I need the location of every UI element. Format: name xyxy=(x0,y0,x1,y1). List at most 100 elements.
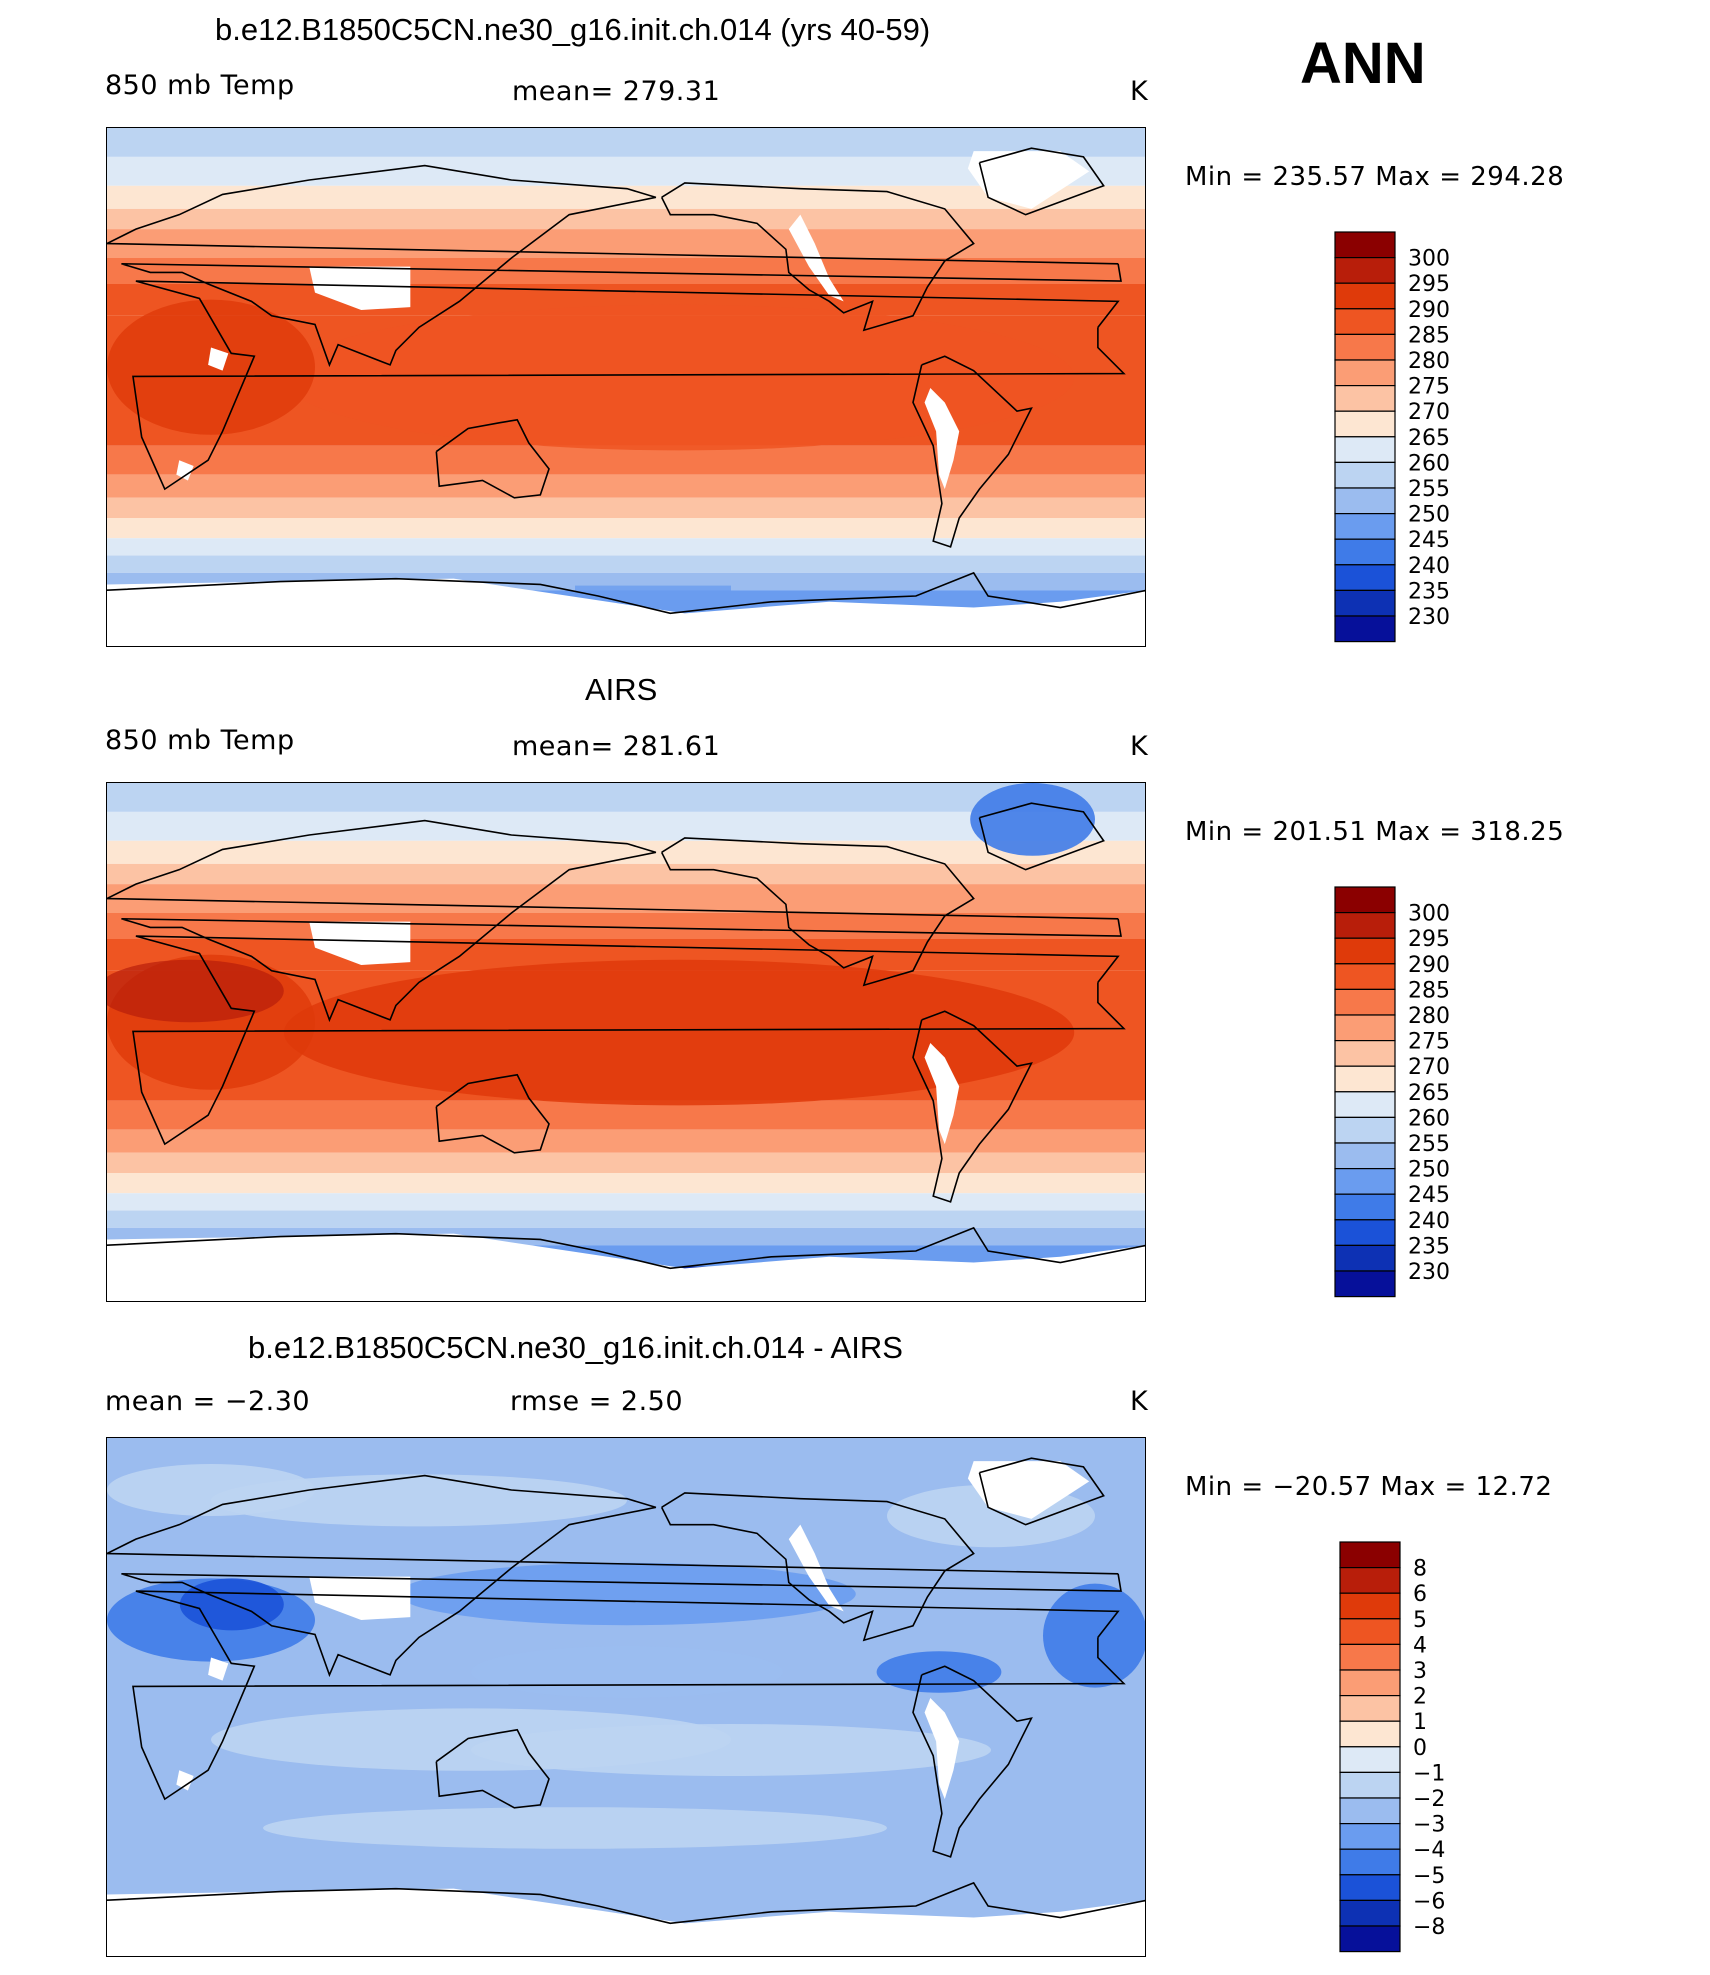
temperature-band xyxy=(107,863,1145,885)
colorbar-swatch xyxy=(1334,988,1396,1016)
colorbar-tick-label: 295 xyxy=(1408,272,1450,297)
panel2-mean-label: mean= 281.61 xyxy=(512,731,721,762)
colorbar-swatch xyxy=(1334,886,1396,914)
colorbar-tick-label: 235 xyxy=(1408,579,1450,604)
temperature-band xyxy=(107,1129,1145,1153)
colorbar-tick-label: 280 xyxy=(1408,349,1450,374)
colorbar-swatch xyxy=(1339,1746,1401,1774)
difference-patch xyxy=(471,1724,991,1776)
colorbar-swatch xyxy=(1334,513,1396,540)
masked-terrain-andes xyxy=(924,1043,960,1145)
coastline-greenland xyxy=(978,147,1105,216)
panel2-variable-label: 850 mb Temp xyxy=(105,725,295,756)
masked-terrain-southafrica xyxy=(176,460,194,481)
coastline-eurasia xyxy=(107,164,1122,368)
coastline-southamerica xyxy=(912,1665,1033,1858)
temperature-band xyxy=(107,783,1145,812)
colorbar-swatch xyxy=(1334,1065,1396,1093)
colorbar-tick-label: −3 xyxy=(1413,1813,1445,1838)
panel2-colorbar: 300 295 290 285 280 275 270 265 260 255 250 245 240 2… xyxy=(1330,882,1480,1298)
colorbar-tick-label: 6 xyxy=(1413,1582,1427,1607)
colorbar-swatch xyxy=(1334,937,1396,965)
panel1-colorbar: 300 295 290 285 280 275 270 265 260 255 250 245 240 2… xyxy=(1330,227,1480,643)
colorbar-tick-label: 0 xyxy=(1413,1736,1427,1761)
colorbar-swatch xyxy=(1334,461,1396,489)
colorbar-swatch xyxy=(1334,410,1396,438)
coastline-northamerica xyxy=(660,182,975,332)
temperature-band xyxy=(107,518,1145,539)
colorbar-swatch xyxy=(1334,282,1396,310)
colorbar-tick-label: 240 xyxy=(1408,1209,1450,1234)
difference-patch xyxy=(398,1562,856,1626)
colorbar-tick-label: 250 xyxy=(1408,503,1450,528)
coastline-antarctica xyxy=(107,1881,1145,1925)
panel2-map xyxy=(106,782,1146,1302)
colorbar-swatch xyxy=(1339,1567,1401,1594)
colorbar-tick-label: 4 xyxy=(1413,1633,1427,1658)
colorbar-swatch xyxy=(1339,1695,1401,1722)
panel3-units-label: K xyxy=(1130,1386,1149,1417)
colorbar-swatch xyxy=(1339,1925,1401,1953)
panel1-title: b.e12.B1850C5CN.ne30_g16.init.ch.014 (yr… xyxy=(215,12,931,47)
colorbar-tick-label: 280 xyxy=(1408,1004,1450,1029)
masked-terrain-southafrica xyxy=(176,1770,194,1791)
colorbar-tick-label: 250 xyxy=(1408,1158,1450,1183)
colorbar-tick-label: 245 xyxy=(1408,528,1450,553)
masked-terrain-ethiopia xyxy=(208,347,229,371)
panel3-minmax: Min = −20.57 Max = 12.72 xyxy=(1185,1472,1553,1502)
colorbar-swatch xyxy=(1339,1643,1401,1671)
colorbar-swatch xyxy=(1334,333,1396,361)
temperature-band xyxy=(107,497,1145,518)
colorbar-tick-label: 275 xyxy=(1408,1030,1450,1055)
colorbar-tick-label: 290 xyxy=(1408,298,1450,323)
masked-terrain-greenland xyxy=(967,1461,1090,1519)
coastline-northamerica xyxy=(660,1492,975,1642)
panel3-title: b.e12.B1850C5CN.ne30_g16.init.ch.014 - A… xyxy=(248,1330,903,1365)
masked-terrain-andes xyxy=(924,388,960,490)
temperature-band xyxy=(107,474,1145,498)
masked-terrain-tibet xyxy=(309,921,411,965)
panel2-title: AIRS xyxy=(585,672,658,707)
colorbar-tick-label: 5 xyxy=(1413,1608,1427,1633)
coastline-africa xyxy=(132,280,1126,491)
colorbar-tick-label: 240 xyxy=(1408,554,1450,579)
tropical-warm-region xyxy=(283,304,1075,451)
difference-patch xyxy=(179,1578,284,1631)
colorbar-tick-label: 265 xyxy=(1408,1081,1450,1106)
colorbar-tick-label: 260 xyxy=(1408,1106,1450,1131)
colorbar-tick-label: 295 xyxy=(1408,927,1450,952)
colorbar-tick-label: 300 xyxy=(1408,247,1450,272)
colorbar-swatch xyxy=(1334,308,1396,336)
colorbar-tick-label: 270 xyxy=(1408,400,1450,425)
colorbar-tick-label: 270 xyxy=(1408,1055,1450,1080)
colorbar-swatch xyxy=(1339,1848,1401,1876)
colorbar-swatch xyxy=(1334,615,1396,643)
colorbar-swatch xyxy=(1334,1219,1396,1246)
colorbar-swatch xyxy=(1334,963,1396,991)
panel1-variable-label: 850 mb Temp xyxy=(105,70,295,101)
colorbar-swatch xyxy=(1334,436,1396,464)
colorbar-swatch xyxy=(1334,564,1396,591)
colorbar-swatch xyxy=(1339,1823,1401,1850)
colorbar-swatch xyxy=(1334,1116,1396,1144)
colorbar-swatch xyxy=(1334,385,1396,412)
temperature-band xyxy=(107,208,1145,230)
difference-patch xyxy=(1043,1583,1145,1688)
temperature-band xyxy=(107,1100,1145,1130)
colorbar-tick-label: 2 xyxy=(1413,1685,1427,1710)
colorbar-swatch xyxy=(1334,1014,1396,1042)
colorbar-tick-label: 265 xyxy=(1408,426,1450,451)
masked-terrain-tibet xyxy=(309,266,411,310)
coastline-australia xyxy=(435,418,550,499)
colorbar-swatch xyxy=(1339,1592,1401,1620)
coastline-eurasia xyxy=(107,1474,1122,1678)
coastline-greenland xyxy=(978,1457,1105,1526)
panel2-minmax: Min = 201.51 Max = 318.25 xyxy=(1185,817,1565,847)
panel3-map xyxy=(106,1437,1146,1957)
colorbar-tick-label: 260 xyxy=(1408,451,1450,476)
colorbar-swatch xyxy=(1334,1270,1396,1298)
masked-terrain-tibet xyxy=(309,1576,411,1620)
colorbar-tick-label: −4 xyxy=(1413,1838,1445,1863)
colorbar-tick-label: −2 xyxy=(1413,1787,1445,1812)
colorbar-swatch xyxy=(1339,1797,1401,1825)
